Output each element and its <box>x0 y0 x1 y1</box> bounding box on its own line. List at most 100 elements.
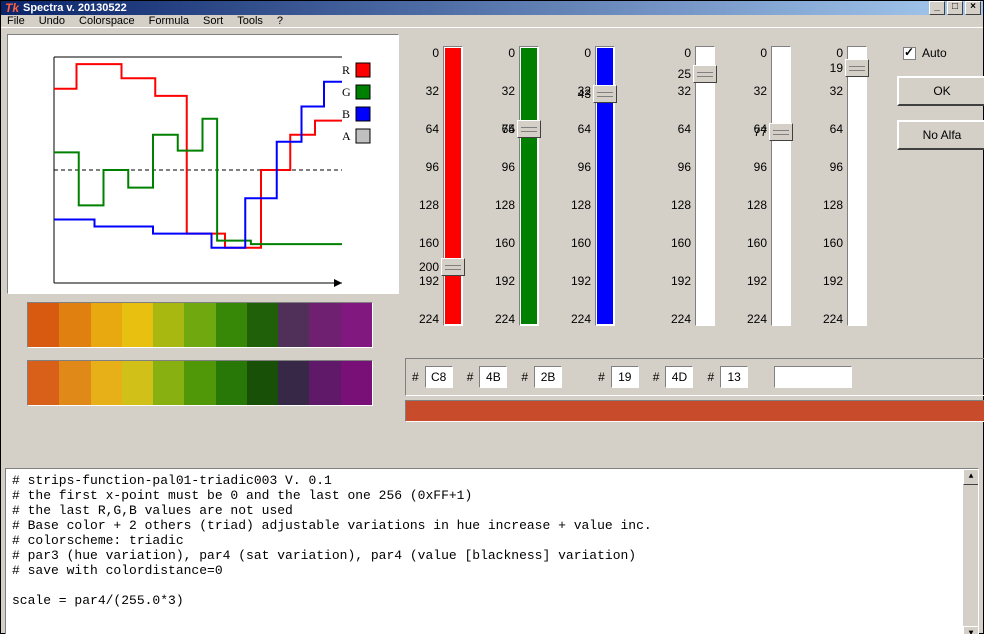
palette-segment <box>122 361 153 405</box>
no-alfa-button[interactable]: No Alfa <box>897 120 984 150</box>
slider-fill <box>445 48 461 324</box>
slider-5: 032649612816019222419 <box>809 32 881 352</box>
hex-hash-label: # <box>412 370 419 384</box>
slider-ticks: 0326496128160192224 <box>809 46 847 326</box>
formula-textarea[interactable]: # strips-function-pal01-triadic003 V. 0.… <box>5 468 979 634</box>
palette-segment <box>184 361 215 405</box>
slider-2: 032649612816019222443 <box>557 32 629 352</box>
menu-file[interactable]: File <box>7 15 25 27</box>
hex-row: #C8#4B#2B#19#4D#13 <box>405 358 984 396</box>
menu-sort[interactable]: Sort <box>203 15 223 27</box>
svg-text:G: G <box>342 85 351 99</box>
slider-ticks: 0326496128160192224 <box>657 46 695 326</box>
slider-ticks: 0326496128160192224 <box>733 46 771 326</box>
slider-track-4[interactable]: 77 <box>771 46 791 326</box>
main-area: RGBA 03264961281601922242000326496128160… <box>1 28 983 634</box>
hex-hash-label: # <box>521 370 528 384</box>
hex-full-input[interactable] <box>774 366 852 388</box>
hex-hash-label: # <box>467 370 474 384</box>
palette-segment <box>59 361 90 405</box>
slider-thumb-3[interactable] <box>693 65 717 83</box>
menu-formula[interactable]: Formula <box>149 15 189 27</box>
slider-ticks: 0326496128160192224 <box>405 46 443 326</box>
hex-cell-5: #13 <box>707 366 748 388</box>
slider-thumb-2[interactable] <box>593 85 617 103</box>
auto-label: Auto <box>922 46 947 60</box>
hex-cell-4: #4D <box>653 366 694 388</box>
left-panel: RGBA <box>1 28 405 466</box>
palette-segment <box>91 303 122 347</box>
svg-text:R: R <box>342 63 350 77</box>
right-panel: 0326496128160192224200032649612816019222… <box>405 28 984 466</box>
slider-track-3[interactable]: 25 <box>695 46 715 326</box>
palette-segment <box>91 361 122 405</box>
svg-text:A: A <box>342 129 351 143</box>
slider-value-label: 77 <box>739 125 767 139</box>
formula-text: # strips-function-pal01-triadic003 V. 0.… <box>12 473 652 608</box>
palette-segment <box>153 303 184 347</box>
scroll-down-button[interactable]: ▼ <box>963 626 979 634</box>
slider-thumb-5[interactable] <box>845 59 869 77</box>
slider-value-label: 75 <box>487 122 515 136</box>
palette-segment <box>309 361 340 405</box>
menu-undo[interactable]: Undo <box>39 15 65 27</box>
palette-segment <box>247 361 278 405</box>
maximize-button[interactable]: □ <box>947 1 963 15</box>
slider-thumb-1[interactable] <box>517 120 541 138</box>
sliders-row: 0326496128160192224200032649612816019222… <box>405 32 984 352</box>
palette-segment <box>278 303 309 347</box>
palette-segment <box>184 303 215 347</box>
slider-3: 032649612816019222425 <box>657 32 729 352</box>
slider-track-0[interactable]: 200 <box>443 46 463 326</box>
window-title: Spectra v. 20130522 <box>23 2 929 14</box>
hex-input-3[interactable]: 19 <box>611 366 639 388</box>
slider-value-label: 43 <box>563 87 591 101</box>
palette-strip-2 <box>27 360 373 406</box>
checkbox-box[interactable] <box>903 47 916 60</box>
titlebar[interactable]: Tk Spectra v. 20130522 _ □ × <box>1 1 983 15</box>
slider-value-label: 19 <box>815 61 843 75</box>
slider-ticks: 0326496128160192224 <box>481 46 519 326</box>
rgb-graph: RGBA <box>7 34 399 294</box>
svg-text:B: B <box>342 107 350 121</box>
hex-cell-3: #19 <box>598 366 639 388</box>
hex-hash-label: # <box>653 370 660 384</box>
slider-value-label: 200 <box>411 260 439 274</box>
menu-tools[interactable]: Tools <box>237 15 263 27</box>
color-preview-bar <box>405 400 984 422</box>
menubar: File Undo Colorspace Formula Sort Tools? <box>1 15 983 28</box>
hex-input-0[interactable]: C8 <box>425 366 453 388</box>
palette-segment <box>28 361 59 405</box>
close-button[interactable]: × <box>965 1 981 15</box>
hex-input-5[interactable]: 13 <box>720 366 748 388</box>
scroll-up-button[interactable]: ▲ <box>963 469 979 485</box>
slider-thumb-0[interactable] <box>441 258 465 276</box>
hex-input-1[interactable]: 4B <box>479 366 507 388</box>
palette-segment <box>278 361 309 405</box>
hex-hash-label: # <box>598 370 605 384</box>
ok-button[interactable]: OK <box>897 76 984 106</box>
minimize-button[interactable]: _ <box>929 1 945 15</box>
auto-checkbox[interactable]: Auto <box>903 46 984 60</box>
menu-[interactable]: ? <box>277 15 283 27</box>
slider-thumb-4[interactable] <box>769 123 793 141</box>
menu-colorspace[interactable]: Colorspace <box>79 15 135 27</box>
slider-value-label: 25 <box>663 67 691 81</box>
palette-segment <box>122 303 153 347</box>
slider-fill <box>521 48 537 324</box>
palette-strip-1 <box>27 302 373 348</box>
hex-input-2[interactable]: 2B <box>534 366 562 388</box>
app-icon: Tk <box>5 1 19 15</box>
hex-input-4[interactable]: 4D <box>665 366 693 388</box>
palette-segment <box>247 303 278 347</box>
hex-cell-1: #4B <box>467 366 508 388</box>
palette-segment <box>216 303 247 347</box>
slider-track-1[interactable]: 75 <box>519 46 539 326</box>
slider-track-5[interactable]: 19 <box>847 46 867 326</box>
textarea-scrollbar[interactable]: ▲ ▼ <box>962 469 978 634</box>
palette-segment <box>341 303 372 347</box>
slider-0: 0326496128160192224200 <box>405 32 477 352</box>
slider-4: 032649612816019222477 <box>733 32 805 352</box>
hex-hash-label: # <box>707 370 714 384</box>
slider-track-2[interactable]: 43 <box>595 46 615 326</box>
